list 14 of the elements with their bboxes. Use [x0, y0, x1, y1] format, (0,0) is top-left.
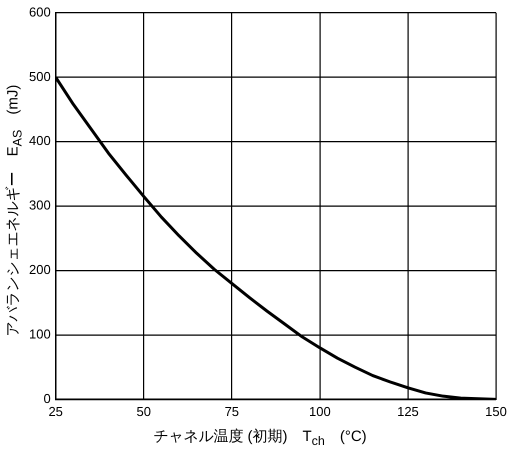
x-tick-label: 125 — [397, 404, 419, 419]
x-tick-label: 75 — [224, 404, 240, 419]
y-tick-label: 0 — [43, 390, 51, 406]
x-tick-label: 25 — [48, 404, 63, 419]
text: チャネル温度 (初期) T$_{ch}$ (°C) — [153, 428, 367, 448]
y-tick-label: 300 — [28, 198, 51, 213]
y-tick-label: 500 — [28, 68, 51, 84]
x-tick-label: 50 — [136, 404, 151, 419]
y-tick-label: 400 — [28, 133, 51, 148]
x-tick-label: 150 — [485, 404, 507, 419]
y-tick-label: 600 — [28, 4, 51, 20]
y-tick-label: 200 — [28, 262, 51, 278]
x-tick-label: 100 — [309, 404, 331, 419]
y-tick-label: 100 — [28, 326, 51, 342]
